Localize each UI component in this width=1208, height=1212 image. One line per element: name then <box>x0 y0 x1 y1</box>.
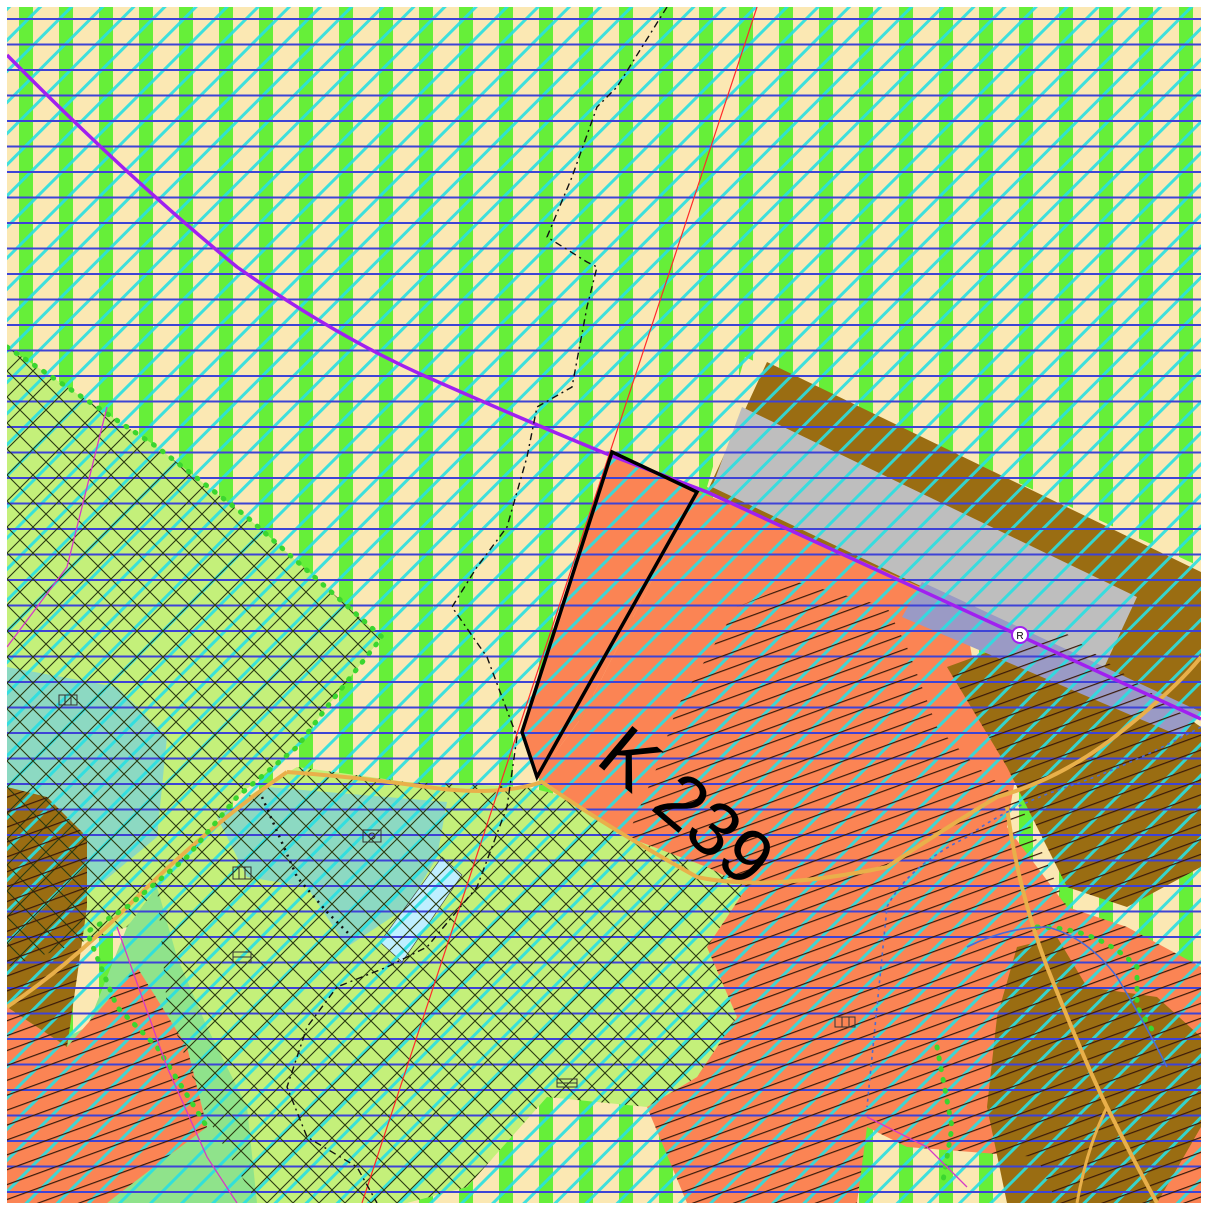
lower-left-hatch <box>7 787 207 1203</box>
road-south <box>1005 806 1159 1203</box>
route-marker[interactable]: R <box>1011 626 1029 644</box>
magenta-line-left <box>7 406 108 648</box>
building-grid-icon <box>232 866 252 880</box>
building-grid-icon <box>834 1016 856 1028</box>
protected-area-boundary-south <box>934 1044 955 1190</box>
cadastral-boundary <box>286 7 668 1203</box>
protected-area-boundary-right <box>1034 924 1160 1040</box>
building-grid-icon <box>58 694 78 706</box>
protected-area-boundary-left <box>7 344 386 1130</box>
land-use-map[interactable]: R K 239 <box>7 7 1201 1203</box>
road-south-branch <box>1075 1106 1109 1203</box>
red-boundary-line <box>361 7 758 1203</box>
stream-line <box>866 726 1201 1108</box>
forest-crosshatch-center <box>157 767 747 1203</box>
building-grid-icon <box>232 951 252 963</box>
magenta-line-lower <box>116 926 238 1203</box>
route-marker-label: R <box>1016 631 1023 642</box>
road-main <box>286 655 1201 885</box>
built-up-hatch <box>627 582 1201 1203</box>
brown-plot-hatch <box>947 627 1201 907</box>
parcel-k239-outline[interactable] <box>520 449 700 782</box>
stream-valley <box>966 926 1168 1068</box>
power-line <box>7 53 1201 721</box>
forest-crosshatch-left <box>7 347 382 967</box>
magenta-line-right <box>866 1116 968 1188</box>
building-grid-icon <box>556 1078 578 1088</box>
building-square-icon <box>362 829 382 843</box>
route-marker-icon <box>1011 626 1029 644</box>
dotted-boundary-pond <box>260 796 353 938</box>
